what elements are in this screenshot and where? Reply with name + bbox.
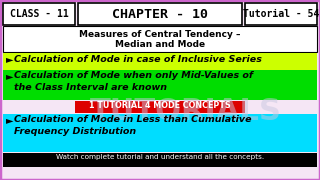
Text: Calculation of Mode in case of Inclusive Series: Calculation of Mode in case of Inclusive… [14, 55, 262, 64]
Bar [3, 26, 317, 52]
Bar [3, 153, 317, 167]
Text: TUTORIALS: TUTORIALS [90, 97, 282, 126]
Bar [78, 3, 242, 25]
Bar [3, 53, 317, 70]
Bar [245, 3, 317, 25]
Text: the Class Interval are known: the Class Interval are known [14, 83, 167, 92]
Text: Frequency Distribution: Frequency Distribution [14, 127, 136, 136]
Text: Calculation of Mode when only Mid-Values of: Calculation of Mode when only Mid-Values… [14, 71, 253, 80]
Text: Measures of Central Tendency –: Measures of Central Tendency – [79, 30, 241, 39]
Text: ►: ► [6, 116, 13, 125]
Bar [75, 101, 245, 113]
Bar [3, 3, 75, 25]
Text: ►: ► [6, 55, 13, 64]
Text: Watch complete tutorial and understand all the concepts.: Watch complete tutorial and understand a… [56, 154, 264, 159]
Text: Median and Mode: Median and Mode [115, 40, 205, 49]
Text: CHAPTER - 10: CHAPTER - 10 [112, 8, 208, 21]
Text: ►: ► [6, 71, 13, 82]
Text: 1 TUTORIAL 4 MODE CONCEPTS: 1 TUTORIAL 4 MODE CONCEPTS [89, 102, 231, 111]
Bar [3, 70, 317, 100]
Bar [3, 114, 317, 152]
Text: Tutorial - 54: Tutorial - 54 [243, 9, 319, 19]
Text: Calculation of Mode in Less than Cumulative: Calculation of Mode in Less than Cumulat… [14, 116, 252, 125]
Text: CLASS - 11: CLASS - 11 [10, 9, 68, 19]
